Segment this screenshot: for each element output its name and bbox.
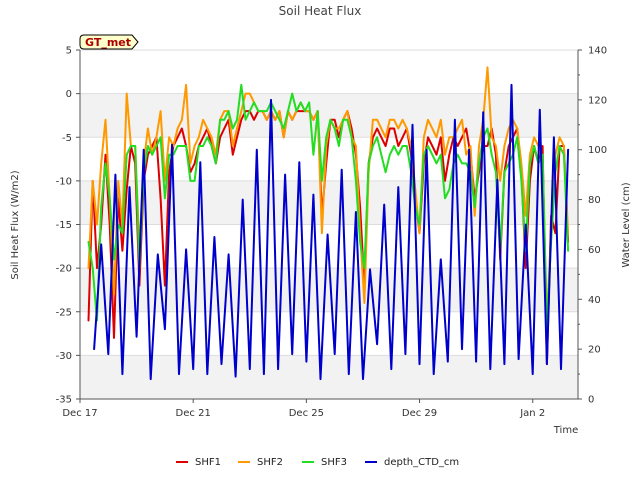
x-tick-label: Dec 21: [176, 408, 211, 419]
series-line-depth-ctd-cm: [93, 83, 570, 381]
y2-tick-label: 120: [588, 95, 607, 106]
badge-label: GT_met: [85, 36, 131, 49]
y2-tick-label: 20: [588, 345, 601, 356]
axes: -35 -30 -25 -20 -15 -10 -5 0 5 0 20 40 60 80 100 120 140…: [56, 46, 607, 420]
y2-tick-label: 100: [588, 145, 607, 156]
band: [80, 355, 578, 399]
y-tick-label: -35: [56, 395, 72, 406]
x-tick-label: Dec 29: [402, 408, 437, 419]
y2-tick-label: 80: [588, 195, 601, 206]
y2-axis-title: Water Level (cm): [621, 182, 632, 267]
x-axis-title: Time: [553, 425, 578, 436]
y-axis-title: Soil Heat Flux (W/m2): [10, 170, 21, 279]
chart-title: Soil Heat Flux: [279, 4, 362, 18]
y-tick-label: 5: [66, 46, 72, 57]
y-tick-label: -15: [56, 220, 72, 231]
y2-tick-label: 140: [588, 46, 607, 57]
legend: SHF1 SHF2 SHF3 depth_CTD_cm: [176, 457, 459, 468]
y-tick-label: -10: [56, 176, 72, 187]
y-tick-label: -20: [56, 264, 72, 275]
legend-label: SHF2: [257, 457, 283, 468]
x-tick-label: Dec 25: [289, 408, 324, 419]
badge-box: [79, 34, 139, 50]
y-tick-label: 0: [66, 89, 72, 100]
y-tick-label: -30: [56, 351, 72, 362]
gt-met-badge: GT_met: [79, 34, 139, 50]
legend-label: SHF3: [321, 457, 347, 468]
series-line-shf2: [87, 66, 570, 322]
series-line-shf1: [87, 110, 570, 366]
legend-label: SHF1: [195, 457, 221, 468]
legend-label: depth_CTD_cm: [384, 457, 459, 468]
series-lines: [87, 66, 570, 381]
x-tick-label: Dec 17: [62, 408, 97, 419]
y-tick-label: -5: [62, 133, 72, 144]
x-tick-label: Jan 2: [519, 408, 545, 419]
y2-tick-label: 0: [588, 395, 594, 406]
series-line-shf3: [87, 83, 570, 331]
y-tick-label: -25: [56, 307, 72, 318]
y2-tick-label: 60: [588, 245, 601, 256]
y2-tick-label: 40: [588, 295, 601, 306]
